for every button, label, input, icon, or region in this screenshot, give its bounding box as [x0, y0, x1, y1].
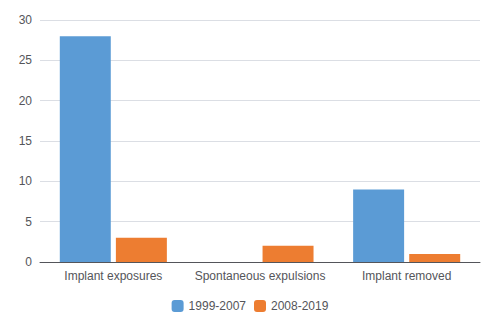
svg-text:0: 0	[25, 255, 32, 269]
svg-text:2008-2019: 2008-2019	[271, 299, 329, 313]
svg-text:20: 20	[19, 94, 33, 108]
svg-text:10: 10	[19, 174, 33, 188]
svg-text:Spontaneous expulsions: Spontaneous expulsions	[195, 269, 326, 283]
svg-text:Implant removed: Implant removed	[362, 269, 451, 283]
svg-text:30: 30	[19, 13, 33, 27]
svg-text:25: 25	[19, 53, 33, 67]
svg-text:5: 5	[25, 215, 32, 229]
svg-text:1999-2007: 1999-2007	[189, 299, 247, 313]
svg-text:Implant exposures: Implant exposures	[64, 269, 162, 283]
svg-text:15: 15	[19, 134, 33, 148]
